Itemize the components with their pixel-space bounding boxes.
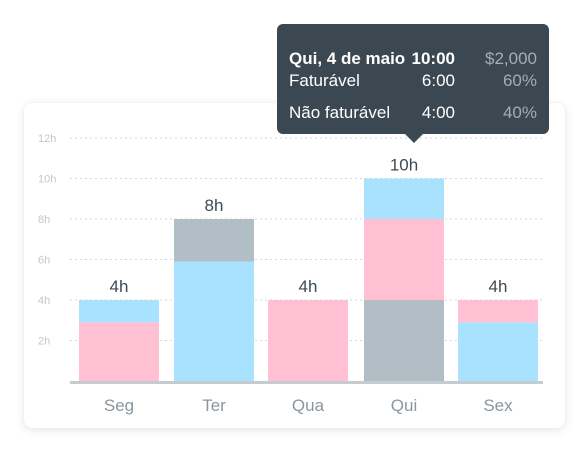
x-category-label: Seg — [104, 396, 134, 415]
bar-total-label: 4h — [299, 277, 318, 296]
x-category-label: Qua — [292, 396, 325, 415]
tooltip-nonbillable-label: Não faturável — [289, 103, 391, 122]
bar-segment[interactable] — [79, 300, 159, 323]
bar-segment[interactable] — [79, 322, 159, 381]
bar-segment[interactable] — [364, 219, 444, 300]
tooltip-nonbillable-row: Não faturável 4:00 40% — [289, 99, 537, 127]
bar-total-label: 8h — [205, 196, 224, 215]
y-tick-label: 6h — [38, 255, 50, 267]
tooltip-amount: $2,000 — [485, 49, 537, 68]
bar-tooltip: Qui, 4 de maio 10:00 $2,000 Faturável 6:… — [277, 24, 549, 143]
bar-total-label: 4h — [110, 277, 129, 296]
x-category-label: Ter — [202, 396, 226, 415]
y-tick-label: 4h — [38, 295, 50, 307]
tooltip-nonbillable-pct: 40% — [502, 103, 537, 122]
bar-total-label: 4h — [489, 277, 508, 296]
bar-segment[interactable] — [174, 261, 254, 381]
bar-segment[interactable] — [364, 178, 444, 220]
tooltip-total-hours: 10:00 — [411, 49, 455, 68]
bars — [70, 178, 543, 384]
bar-segment[interactable] — [364, 300, 444, 381]
bar-segment[interactable] — [268, 300, 348, 381]
x-axis-baseline — [70, 381, 543, 384]
tooltip-billable-pct: 60% — [502, 71, 537, 90]
labels: 2h 4h 6h 8h 10h 12h 4h Seg 8h Ter 4h Qua 10h Qui 4h Sex — [38, 133, 513, 415]
x-category-label: Sex — [483, 396, 513, 415]
y-tick-label: 2h — [38, 336, 50, 348]
tooltip-billable-label: Faturável — [289, 71, 360, 90]
bar-total-label: 10h — [390, 156, 418, 175]
tooltip-date: Qui, 4 de maio — [289, 49, 406, 68]
y-tick-label: 10h — [38, 174, 56, 186]
tooltip-billable-row: Faturável 6:00 60% — [289, 67, 537, 95]
tooltip-nonbillable-time: 4:00 — [421, 103, 455, 122]
y-tick-label: 8h — [38, 214, 50, 226]
tooltip-billable-time: 6:00 — [421, 71, 455, 90]
y-tick-label: 12h — [38, 133, 56, 145]
bar-segment[interactable] — [458, 322, 538, 381]
tooltip-header-row: Qui, 4 de maio 10:00 $2,000 — [289, 45, 537, 73]
x-category-label: Qui — [391, 396, 417, 415]
bar-segment[interactable] — [458, 300, 538, 323]
bar-segment[interactable] — [174, 219, 254, 262]
